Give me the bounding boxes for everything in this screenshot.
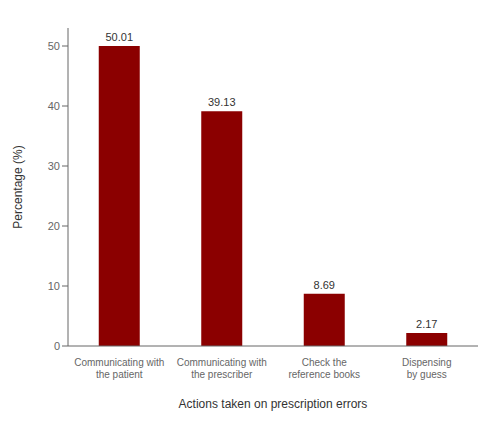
- svg-text:40: 40: [48, 100, 60, 112]
- svg-text:50: 50: [48, 40, 60, 52]
- svg-text:Actions taken on prescription: Actions taken on prescription errors: [179, 397, 368, 411]
- svg-text:2.17: 2.17: [416, 318, 437, 330]
- svg-text:Communicating withthe patient: Communicating withthe patient: [74, 357, 164, 380]
- svg-text:10: 10: [48, 280, 60, 292]
- svg-text:Check thereference books: Check thereference books: [288, 357, 360, 380]
- svg-text:0: 0: [54, 340, 60, 352]
- svg-text:20: 20: [48, 220, 60, 232]
- svg-text:Dispensingby guess: Dispensingby guess: [402, 357, 451, 380]
- svg-text:39.13: 39.13: [208, 96, 236, 108]
- svg-text:30: 30: [48, 160, 60, 172]
- svg-text:50.01: 50.01: [105, 31, 133, 43]
- svg-text:Percentage (%): Percentage (%): [11, 145, 25, 228]
- svg-text:8.69: 8.69: [314, 279, 335, 291]
- svg-text:Communicating withthe prescrib: Communicating withthe prescriber: [177, 357, 267, 380]
